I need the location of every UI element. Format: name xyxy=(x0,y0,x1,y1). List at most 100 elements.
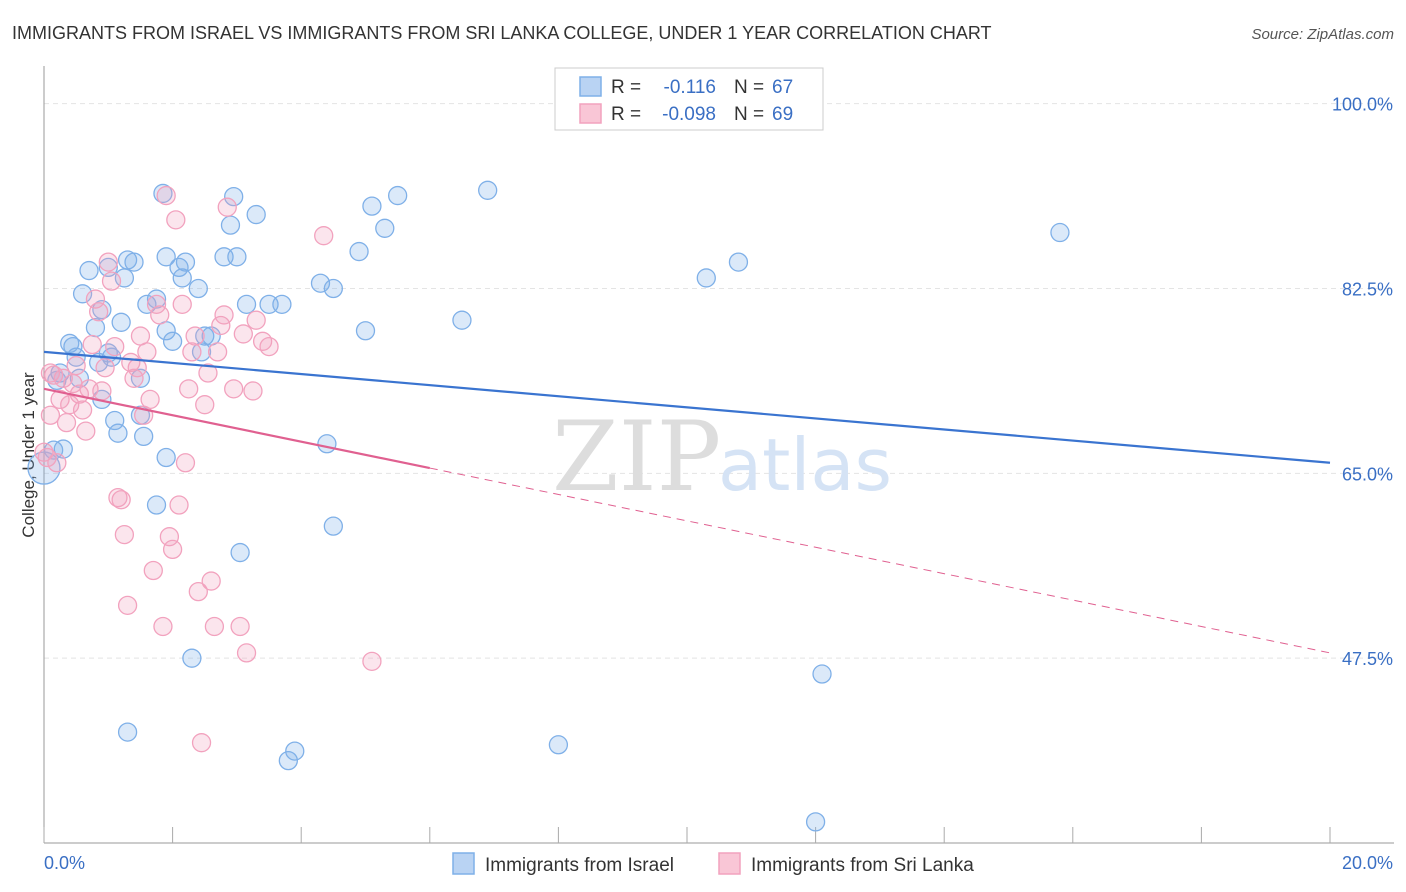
srilanka-point-0 xyxy=(34,442,54,462)
israel-point-14 xyxy=(92,299,112,320)
israel-point-24 xyxy=(124,252,144,272)
srilanka-point-28 xyxy=(127,358,147,378)
srilanka-point-25 xyxy=(117,595,138,616)
srilanka-point-15 xyxy=(85,289,106,309)
watermark-atlas: atlas xyxy=(718,423,892,507)
srilanka-point-12 xyxy=(76,421,96,441)
srilanka-point-63 xyxy=(252,331,273,351)
srilanka-point-58 xyxy=(230,616,250,637)
israel-point-20 xyxy=(111,312,131,332)
israel-point-26 xyxy=(134,426,154,447)
srilanka-point-39 xyxy=(162,539,183,560)
chart-title: IMMIGRANTS FROM ISRAEL VS IMMIGRANTS FRO… xyxy=(12,23,992,43)
srilanka-point-46 xyxy=(185,326,205,346)
srilanka-point-41 xyxy=(169,495,189,515)
srilanka-point-38 xyxy=(159,527,180,547)
srilanka-point-27 xyxy=(124,368,144,388)
srilanka-point-9 xyxy=(66,355,86,376)
israel-point-61 xyxy=(362,196,382,216)
srilanka-point-48 xyxy=(191,733,212,753)
trend-lines xyxy=(43,350,1331,654)
gridlines xyxy=(44,103,1394,659)
bottom-legend-swatch-srilanka xyxy=(718,852,741,875)
srilanka-point-24 xyxy=(114,524,135,545)
israel-point-37 xyxy=(172,268,192,288)
srilanka-point-53 xyxy=(207,342,228,362)
srilanka-point-50 xyxy=(198,363,218,383)
israel-point-65 xyxy=(478,180,498,200)
x-tick-label-0: 0.0% xyxy=(44,853,85,873)
srilanka-point-35 xyxy=(150,305,170,325)
israel-point-49 xyxy=(236,294,257,315)
israel-point-29 xyxy=(146,495,167,515)
srilanka-point-60 xyxy=(236,643,257,663)
srilanka-point-16 xyxy=(89,302,109,322)
israel-point-67 xyxy=(696,268,716,288)
chart-source: Source: ZipAtlas.com xyxy=(1251,26,1394,43)
srilanka-point-32 xyxy=(140,389,160,410)
israel-point-36 xyxy=(169,257,189,278)
israel-point-10 xyxy=(79,260,99,281)
srilanka-point-22 xyxy=(108,487,128,508)
srilanka-point-62 xyxy=(246,310,266,330)
legend-n-value-israel: 67 xyxy=(772,77,793,98)
legend: R = -0.116 N = 67 R = -0.098 N = 69 xyxy=(554,67,824,131)
srilanka-point-33 xyxy=(143,560,163,581)
srilanka-point-42 xyxy=(172,294,192,315)
israel-point-23 xyxy=(117,722,138,742)
srilanka-point-20 xyxy=(101,271,122,291)
israel-point-8 xyxy=(69,368,90,388)
srilanka-point-4 xyxy=(50,389,70,410)
israel-point-53 xyxy=(278,750,298,771)
israel-point-59 xyxy=(349,241,369,262)
y-axis-label: College, Under 1 year xyxy=(19,372,38,538)
israel-point-45 xyxy=(220,215,241,235)
israel-point-6 xyxy=(63,336,83,357)
srilanka-point-65 xyxy=(314,226,334,246)
srilanka-point-49 xyxy=(195,395,215,415)
bottom-legend-label-srilanka: Immigrants from Sri Lanka xyxy=(751,855,974,876)
bottom-legend-swatch-israel xyxy=(452,852,475,875)
israel-point-64 xyxy=(452,310,472,330)
watermark: ZIP atlas xyxy=(552,401,892,513)
srilanka-point-68 xyxy=(40,363,61,383)
srilanka-point-23 xyxy=(111,490,131,510)
srilanka-point-34 xyxy=(146,294,167,315)
israel-point-38 xyxy=(175,252,196,272)
srilanka-point-64 xyxy=(259,336,279,357)
srilanka-point-36 xyxy=(153,616,173,637)
israel-point-27 xyxy=(130,368,151,388)
israel-point-60 xyxy=(355,321,376,341)
israel-point-50 xyxy=(246,204,266,225)
srilanka-point-11 xyxy=(72,400,93,420)
israel-point-54 xyxy=(285,741,305,761)
legend-r-value-srilanka: -0.098 xyxy=(662,104,716,125)
israel-point-52 xyxy=(272,294,292,315)
israel-point-31 xyxy=(153,183,173,204)
srilanka-point-14 xyxy=(82,334,102,355)
srilanka-point-31 xyxy=(137,342,157,362)
srilanka-point-17 xyxy=(92,381,112,401)
israel-trend-line xyxy=(43,350,1331,464)
srilanka-point-55 xyxy=(214,305,234,325)
srilanka-point-44 xyxy=(179,379,199,399)
srilanka-point-54 xyxy=(211,315,231,336)
bottom-legend-label-israel: Immigrants from Israel xyxy=(485,855,674,876)
axes xyxy=(43,66,1394,844)
srilanka-point-61 xyxy=(243,381,263,401)
y-tick-label-2: 65.0% xyxy=(1342,464,1393,484)
israel-point-62 xyxy=(375,218,395,238)
srilanka-point-52 xyxy=(204,616,225,637)
srilanka-point-37 xyxy=(156,185,176,206)
srilanka-trend-line xyxy=(43,387,431,470)
y-tick-label-0: 100.0% xyxy=(1332,95,1393,115)
srilanka-point-43 xyxy=(175,453,196,473)
srilanka-point-45 xyxy=(182,342,202,362)
srilanka-point-56 xyxy=(217,197,237,217)
srilanka-point-3 xyxy=(47,453,67,473)
srilanka-point-57 xyxy=(224,379,244,399)
israel-point-30 xyxy=(146,289,167,309)
israel-point-70 xyxy=(805,812,826,832)
israel-point-32 xyxy=(156,247,176,267)
israel-point-40 xyxy=(188,278,208,299)
